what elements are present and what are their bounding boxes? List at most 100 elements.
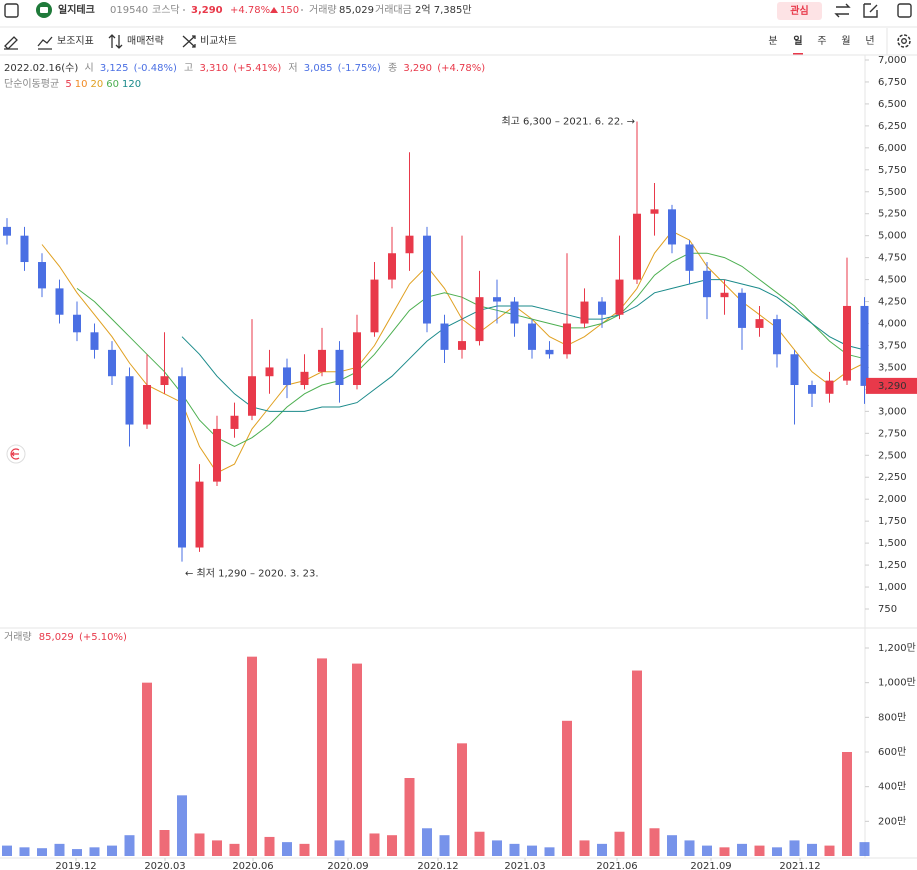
close-label: 종 <box>388 62 397 74</box>
period-tab[interactable]: 월 <box>841 35 850 47</box>
volume-bar <box>334 840 345 856</box>
candle-body <box>580 301 589 324</box>
candle-body <box>370 279 379 333</box>
volume-bar <box>299 843 310 856</box>
y-tick-label: 7,000 <box>878 55 907 66</box>
low-value: 3,085 <box>304 63 333 74</box>
x-tick-label: 2021.12 <box>779 861 820 870</box>
compare-button[interactable]: 비교차트 <box>200 35 237 47</box>
volume-bar <box>772 847 782 856</box>
ma-legend-item: 20 <box>91 79 104 90</box>
volume-bar <box>142 682 152 856</box>
settings-icon-center[interactable] <box>901 38 907 44</box>
swap-icon[interactable] <box>834 3 851 18</box>
volume-bar <box>789 840 800 856</box>
y-tick-label: 6,000 <box>878 143 907 154</box>
candle-body <box>598 301 606 315</box>
candle-body <box>178 376 186 548</box>
watch-button-label[interactable]: 관심 <box>790 4 808 17</box>
volume-bar <box>824 845 835 856</box>
period-tab[interactable]: 주 <box>817 36 826 47</box>
ma-legend-item: 60 <box>106 79 119 90</box>
x-tick-label: 2020.03 <box>144 861 185 870</box>
volume-info: 거래량 85,029 (+5.10%) <box>4 631 127 643</box>
volume-bar <box>807 843 817 856</box>
indicators-button[interactable]: 보조지표 <box>57 35 94 47</box>
y-tick-label: 2,000 <box>878 494 907 505</box>
y-tick-label: 2,750 <box>878 428 907 439</box>
separator-dot <box>301 9 303 11</box>
edit-icon[interactable] <box>863 3 878 18</box>
volume-last: 85,029 <box>39 632 74 643</box>
sidebar-toggle[interactable] <box>4 3 19 18</box>
volume-bar <box>457 743 467 856</box>
y-tick-label: 6,750 <box>878 77 907 88</box>
market: 코스닥 <box>152 4 180 16</box>
volume-bar <box>177 795 187 856</box>
volume-bar <box>492 840 502 856</box>
compare-icon[interactable] <box>182 35 196 48</box>
volume-bar <box>282 842 292 856</box>
candle-body <box>318 349 326 372</box>
open-value: 3,125 <box>100 63 129 74</box>
strategy-button[interactable]: 매매전략 <box>127 35 164 47</box>
volume-bar <box>509 843 520 856</box>
volume-bar <box>597 843 607 856</box>
period-tab[interactable]: 일 <box>793 34 802 47</box>
candle-body <box>545 349 554 355</box>
x-tick-label: 2020.06 <box>232 861 273 870</box>
draw-tool[interactable] <box>4 36 18 50</box>
last-price-tag <box>866 377 917 394</box>
y-tick-label: 2,250 <box>878 472 907 483</box>
volume-value: 85,029 <box>339 5 374 16</box>
ohlc-info: 2022.02.16(수) 시 3,125 (-0.48%) 고 3,310 (… <box>4 62 485 74</box>
last-price-label: 3,290 <box>878 381 907 392</box>
ma-legend: 단순이동평균 5 10 20 60 120 <box>4 78 141 90</box>
watch-button[interactable] <box>777 2 822 20</box>
volume-bar <box>404 778 415 856</box>
ma-line <box>181 279 865 412</box>
candle-body <box>440 323 449 350</box>
volume-bar <box>544 847 555 856</box>
y-tick-label: 4,000 <box>878 319 907 330</box>
stock-logo-mark <box>40 7 48 13</box>
volume-bar <box>439 835 450 856</box>
period-tab[interactable]: 년 <box>865 35 874 47</box>
candle-body <box>283 367 291 386</box>
indicator-icon[interactable] <box>37 36 53 50</box>
current-price: 3,290 <box>191 5 223 16</box>
settings-icon[interactable] <box>897 34 911 48</box>
candle-body <box>808 385 816 394</box>
candle-body <box>388 253 396 280</box>
candle-body <box>510 301 519 324</box>
volume-bar <box>124 835 135 856</box>
scroll-left-icon[interactable] <box>10 448 20 460</box>
y-tick-label: 3,000 <box>878 406 907 417</box>
volume-bar <box>317 658 327 856</box>
candle-body <box>300 371 309 386</box>
x-tick-label: 2020.09 <box>327 861 368 870</box>
volume-bar <box>632 670 642 856</box>
candle-body <box>493 297 501 302</box>
volume-bar <box>107 845 117 856</box>
low-label: 저 <box>288 62 297 74</box>
volume-bar <box>579 840 590 856</box>
candle-body <box>160 376 169 386</box>
period-tab[interactable]: 분 <box>768 35 777 47</box>
candle-body <box>353 332 361 386</box>
ma-legend-item: 10 <box>75 79 88 90</box>
y-tick-label: 6,500 <box>878 99 907 110</box>
candle-body <box>90 332 99 350</box>
strategy-icon[interactable] <box>108 34 123 49</box>
candle-body <box>73 314 81 333</box>
candle-body <box>720 292 729 298</box>
candle-body <box>230 415 239 429</box>
y-tick-label: 5,000 <box>878 231 907 242</box>
amount-label: 거래대금 <box>375 4 412 16</box>
high-value: 3,310 <box>199 63 228 74</box>
change-percent: +4.78% <box>230 5 270 16</box>
y-tick-label: 4,750 <box>878 253 907 264</box>
ma-legend-item: 5 <box>65 79 71 90</box>
volume-bar <box>264 836 275 856</box>
panel-toggle[interactable] <box>897 3 912 18</box>
